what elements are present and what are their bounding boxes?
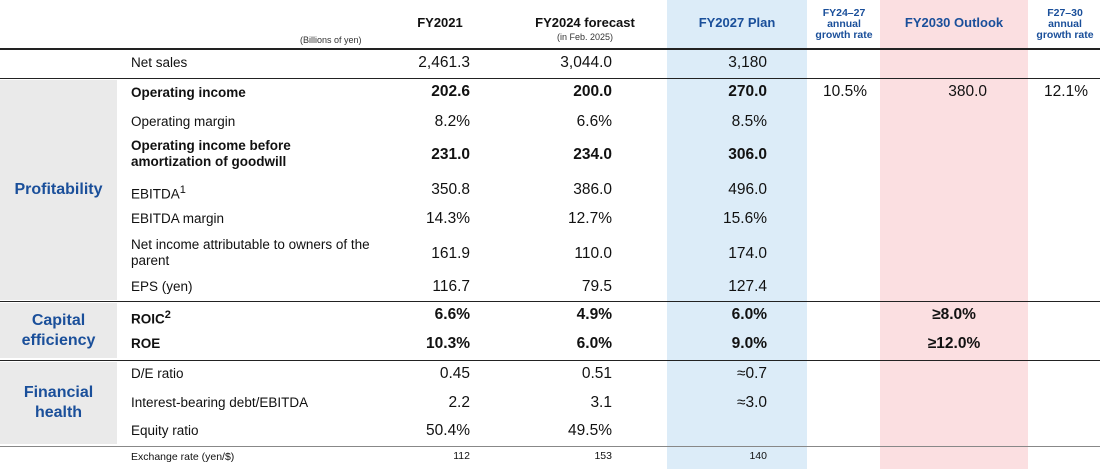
- net-sales-fy2027: 3,180: [728, 54, 767, 71]
- exchange-fy2027: 140: [749, 450, 767, 462]
- op-income-fy2030: 380.0: [948, 83, 987, 100]
- exchange-fy2024: 153: [594, 450, 612, 462]
- ebitda-fy2024: 386.0: [573, 181, 612, 198]
- label-roe: ROE: [131, 336, 161, 351]
- debt-ebitda-fy2024: 3.1: [590, 394, 612, 411]
- roe-fy2024: 6.0%: [576, 335, 612, 352]
- header-growth2: F27–30 annual growth rate: [1036, 7, 1094, 41]
- label-ebitda: EBITDA1: [131, 182, 186, 203]
- roe-fy2021: 10.3%: [426, 335, 470, 352]
- de-ratio-fy2024: 0.51: [581, 365, 612, 382]
- equity-ratio-fy2024: 49.5%: [568, 422, 612, 439]
- label-op-income-before-goodwill: Operating income before amortization of …: [131, 138, 291, 169]
- header-growth1: FY24–27 annual growth rate: [815, 7, 873, 41]
- ebitda-margin-fy2027: 15.6%: [723, 210, 767, 227]
- net-income-fy2021: 161.9: [431, 245, 470, 262]
- unit-label: (Billions of yen): [300, 35, 362, 45]
- header-fy2024: FY2024 forecast (in Feb. 2025): [515, 16, 655, 44]
- op-margin-fy2027: 8.5%: [731, 113, 767, 130]
- header-fy2030: FY2030 Outlook: [904, 15, 1004, 30]
- label-roic: ROIC2: [131, 307, 171, 328]
- op-before-goodwill-fy2027: 306.0: [728, 146, 767, 163]
- eps-fy2021: 116.7: [432, 278, 470, 295]
- rule-before-exchange: [0, 446, 1100, 447]
- op-margin-fy2024: 6.6%: [576, 113, 612, 130]
- category-capital-efficiency: Capital efficiency: [0, 303, 117, 358]
- label-de-ratio: D/E ratio: [131, 366, 184, 381]
- label-exchange-rate: Exchange rate (yen/$): [131, 451, 235, 463]
- op-income-fy2027: 270.0: [728, 83, 767, 100]
- equity-ratio-fy2021: 50.4%: [426, 422, 470, 439]
- rule-after-net-sales: [0, 78, 1100, 79]
- ebitda-footnote: 1: [179, 184, 186, 196]
- header-fy2027: FY2027 Plan: [698, 15, 776, 30]
- op-income-growth1: 10.5%: [823, 83, 867, 100]
- de-ratio-fy2027: ≈0.7: [736, 365, 767, 382]
- label-net-income: Net income attributable to owners of the…: [131, 237, 370, 268]
- label-debt-ebitda: Interest-bearing debt/EBITDA: [131, 395, 309, 410]
- category-financial-health: Financial health: [0, 362, 117, 444]
- ebitda-label-text: EBITDA: [131, 186, 180, 202]
- op-income-fy2024: 200.0: [573, 83, 612, 100]
- roe-fy2027: 9.0%: [731, 335, 767, 352]
- rule-after-capital: [0, 360, 1100, 361]
- ebitda-fy2027: 496.0: [728, 181, 767, 198]
- op-income-fy2021: 202.6: [431, 83, 470, 100]
- label-equity-ratio: Equity ratio: [131, 423, 199, 438]
- net-income-fy2027: 174.0: [728, 245, 767, 262]
- exchange-fy2021: 112: [453, 450, 470, 462]
- ebitda-fy2021: 350.8: [431, 181, 470, 198]
- op-margin-fy2021: 8.2%: [434, 113, 470, 130]
- debt-ebitda-fy2027: ≈3.0: [736, 394, 767, 411]
- label-net-sales: Net sales: [131, 55, 188, 70]
- debt-ebitda-fy2021: 2.2: [448, 394, 470, 411]
- eps-fy2024: 79.5: [581, 278, 612, 295]
- label-operating-income: Operating income: [131, 85, 246, 100]
- roic-fy2030: ≥8.0%: [932, 306, 976, 323]
- eps-fy2027: 127.4: [728, 278, 767, 295]
- de-ratio-fy2021: 0.45: [439, 365, 470, 382]
- rule-after-profitability: [0, 301, 1100, 302]
- roic-label-text: ROIC: [131, 311, 165, 327]
- op-before-goodwill-fy2024: 234.0: [573, 146, 612, 163]
- label-ebitda-margin: EBITDA margin: [131, 211, 225, 226]
- ebitda-margin-fy2024: 12.7%: [568, 210, 612, 227]
- category-profitability: Profitability: [0, 80, 117, 300]
- fy2030-column-highlight: [880, 0, 1028, 469]
- header-fy2024-title: FY2024 forecast: [535, 15, 635, 30]
- net-income-fy2024: 110.0: [574, 245, 612, 262]
- net-sales-fy2021: 2,461.3: [418, 54, 470, 71]
- op-income-growth2: 12.1%: [1044, 83, 1088, 100]
- header-fy2021: FY2021: [417, 15, 463, 30]
- net-sales-fy2024: 3,044.0: [560, 54, 612, 71]
- roic-fy2021: 6.6%: [434, 306, 470, 323]
- roe-fy2030: ≥12.0%: [927, 335, 981, 352]
- roic-fy2027: 6.0%: [731, 306, 767, 323]
- op-before-goodwill-fy2021: 231.0: [431, 146, 470, 163]
- header-fy2024-sub: (in Feb. 2025): [556, 32, 614, 42]
- ebitda-margin-fy2021: 14.3%: [426, 210, 470, 227]
- header-rule: [0, 48, 1100, 50]
- label-operating-margin: Operating margin: [131, 114, 236, 129]
- label-eps: EPS (yen): [131, 279, 193, 294]
- roic-fy2024: 4.9%: [576, 306, 612, 323]
- roic-footnote: 2: [164, 309, 171, 321]
